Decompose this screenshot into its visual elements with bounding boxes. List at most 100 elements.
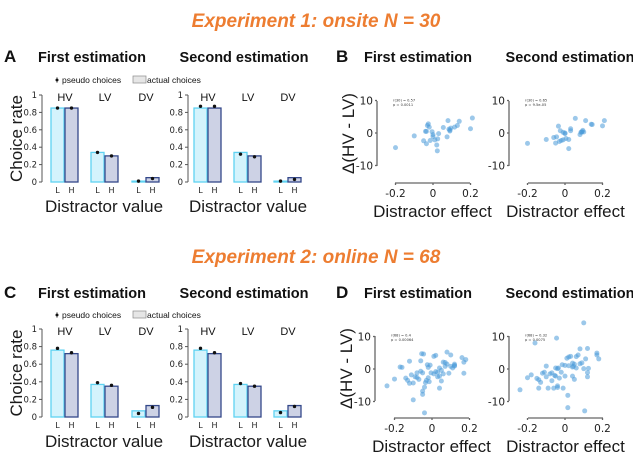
- legend-actual-swatch-icon: [132, 75, 147, 84]
- panel-a-second-y-tick-label: 0.4: [169, 143, 183, 153]
- panel-b-first-x-label: Distractor effect: [373, 202, 492, 221]
- panel-b-first-point: [435, 136, 441, 142]
- panel-c-second-x-tick-label: L: [198, 421, 203, 430]
- panel-c-first-y-tick-label: 1: [32, 325, 37, 335]
- panel-a-first-bar-lv-l: [90, 151, 105, 183]
- panel-b-second-point: [562, 130, 568, 136]
- panel-a-second-y-tick-label: 0.8: [169, 108, 183, 118]
- panel-d-second-point: [596, 356, 602, 362]
- panel-a-second-bar-lv-l: [233, 151, 248, 183]
- panel-a-first-bar-lv-h: [104, 155, 119, 183]
- panel-c-first-pseudo-dot-dv-l: [136, 411, 141, 416]
- panel-c-second-pseudo-dot-hv-l: [198, 346, 203, 351]
- panel-letter-c: C: [4, 283, 16, 302]
- panel-b-first-point: [444, 134, 450, 140]
- panel-d-first-point: [414, 370, 420, 376]
- panel-a-second-y-tick-label: 0.6: [169, 126, 183, 136]
- panel-d-first-point: [422, 410, 427, 416]
- panel-a-first-x-tick-label: H: [108, 186, 114, 195]
- panel-d-second-point: [562, 362, 568, 368]
- panel-d-second-point: [558, 369, 564, 375]
- panel-b-second-point: [583, 118, 589, 124]
- panel-a-second-y-tick-label: 0.2: [169, 161, 183, 171]
- panel-d-second-point: [525, 375, 530, 381]
- panel-c-second-x-tick-label: L: [278, 421, 283, 430]
- panel-c-first-category-lv: LV: [99, 326, 112, 338]
- panel-c-first-x-tick-label: L: [95, 421, 100, 430]
- panel-a-second-title: Second estimation: [180, 50, 309, 66]
- panel-c-second-category-lv: LV: [242, 326, 255, 338]
- panel-a-second-bar-hv-h: [207, 107, 222, 183]
- panel-d-first-point: [392, 376, 397, 382]
- panel-a-second-pseudo-dot-lv-h: [252, 155, 257, 159]
- panel-b-second-point: [566, 137, 572, 142]
- panel-d-first-point: [427, 362, 433, 368]
- panel-a-second-category-dv: DV: [280, 92, 296, 104]
- panel-c-second-pseudo-dot-hv-h: [212, 351, 217, 355]
- panel-b-second-point: [568, 126, 574, 132]
- panel-b-first-y-tick-label: 0: [366, 128, 373, 140]
- panel-d-first-point: [421, 351, 427, 357]
- panel-d-second-x-label: Distractor effect: [506, 437, 625, 456]
- panel-a-first-category-dv: DV: [138, 92, 154, 104]
- panel-a-second-pseudo-dot-dv-h: [292, 177, 297, 182]
- panel-b-second-point: [589, 122, 595, 128]
- panel-d-first-point: [422, 384, 427, 390]
- panel-c-first-y-tick-label: 0.4: [23, 378, 37, 388]
- panel-b-second-point: [525, 140, 530, 146]
- panel-a-first-category-hv: HV: [57, 92, 73, 104]
- panel-d-first-x-label: Distractor effect: [372, 437, 491, 456]
- panel-c-first-bar-dv-h: [145, 404, 160, 418]
- panel-d-second-point: [594, 352, 600, 358]
- panel-b-second-point: [560, 137, 566, 143]
- panel-c-first-category-hv: HV: [57, 326, 73, 338]
- legend-pseudo-label: pseudo choices: [62, 310, 121, 320]
- panel-c-second-title: Second estimation: [180, 286, 309, 302]
- panel-d-second-point: [562, 373, 568, 379]
- panel-a-first-x-tick-label: L: [136, 186, 141, 195]
- panel-d-second-point: [565, 405, 571, 411]
- panel-a-second-x-tick-label: H: [251, 186, 257, 195]
- panel-b-second-x-label: Distractor effect: [506, 202, 625, 221]
- panel-b-first-stat-p: p = 0.0011: [393, 103, 413, 107]
- panel-a-first-y-tick-label: 0.8: [23, 108, 37, 118]
- panel-b-second-x-tick-label: 0.2: [594, 188, 611, 200]
- panel-c-second-x-tick-label: H: [291, 421, 297, 430]
- panel-c-second-pseudo-dot-dv-h: [292, 404, 297, 409]
- panel-d-first-point: [433, 352, 439, 358]
- panel-d-first-point: [461, 370, 467, 376]
- panel-d-second-point: [571, 376, 577, 382]
- panel-d-second-x-tick-label: 0: [562, 423, 569, 435]
- panel-c-first-pseudo-dot-lv-h: [109, 383, 114, 388]
- legend-actual-label: actual choices: [147, 75, 201, 85]
- legend-actual-label: actual choices: [147, 310, 201, 320]
- panel-a-second-bar-hv-l: [193, 107, 208, 183]
- panel-b-first-point: [447, 128, 453, 134]
- panel-b-second-point: [566, 146, 572, 152]
- panel-a-first-x-tick-label: H: [149, 186, 155, 195]
- panel-c-first-bar-lv-l: [90, 383, 105, 418]
- panel-d-second-point: [549, 378, 555, 384]
- panel-b-first-point: [434, 148, 440, 154]
- panel-c-second-y-tick-label: 0.8: [169, 343, 183, 353]
- panel-b-first-point: [423, 141, 429, 147]
- panel-a-second-pseudo-dot-dv-l: [278, 179, 283, 183]
- panel-a-first-y-tick-label: 0.6: [23, 126, 37, 136]
- panel-d-first-point: [416, 376, 422, 382]
- panel-b-second-title: Second estimation: [506, 50, 633, 66]
- panel-d-second-point: [553, 373, 559, 379]
- panel-d-first-point: [437, 373, 442, 379]
- panel-d-second-point: [579, 360, 585, 366]
- panel-c-first-x-tick-label: H: [108, 421, 114, 430]
- panel-c-first-bar-hv-h: [64, 352, 79, 418]
- panel-c-first-x-tick-label: L: [136, 421, 141, 430]
- legend-actual-swatch-icon: [132, 310, 147, 319]
- panel-d-first-point: [418, 358, 424, 364]
- panel-c-second-x-label: Distractor value: [189, 432, 307, 451]
- panel-b-first-y-tick-label: -10: [356, 161, 373, 173]
- panel-a-first-title: First estimation: [38, 50, 146, 66]
- panel-b-second-point: [581, 129, 587, 135]
- experiment-1-title: Experiment 1: onsite N = 30: [192, 11, 441, 32]
- panel-d-first-point: [459, 355, 465, 361]
- panel-c-first-x-label: Distractor value: [45, 432, 163, 451]
